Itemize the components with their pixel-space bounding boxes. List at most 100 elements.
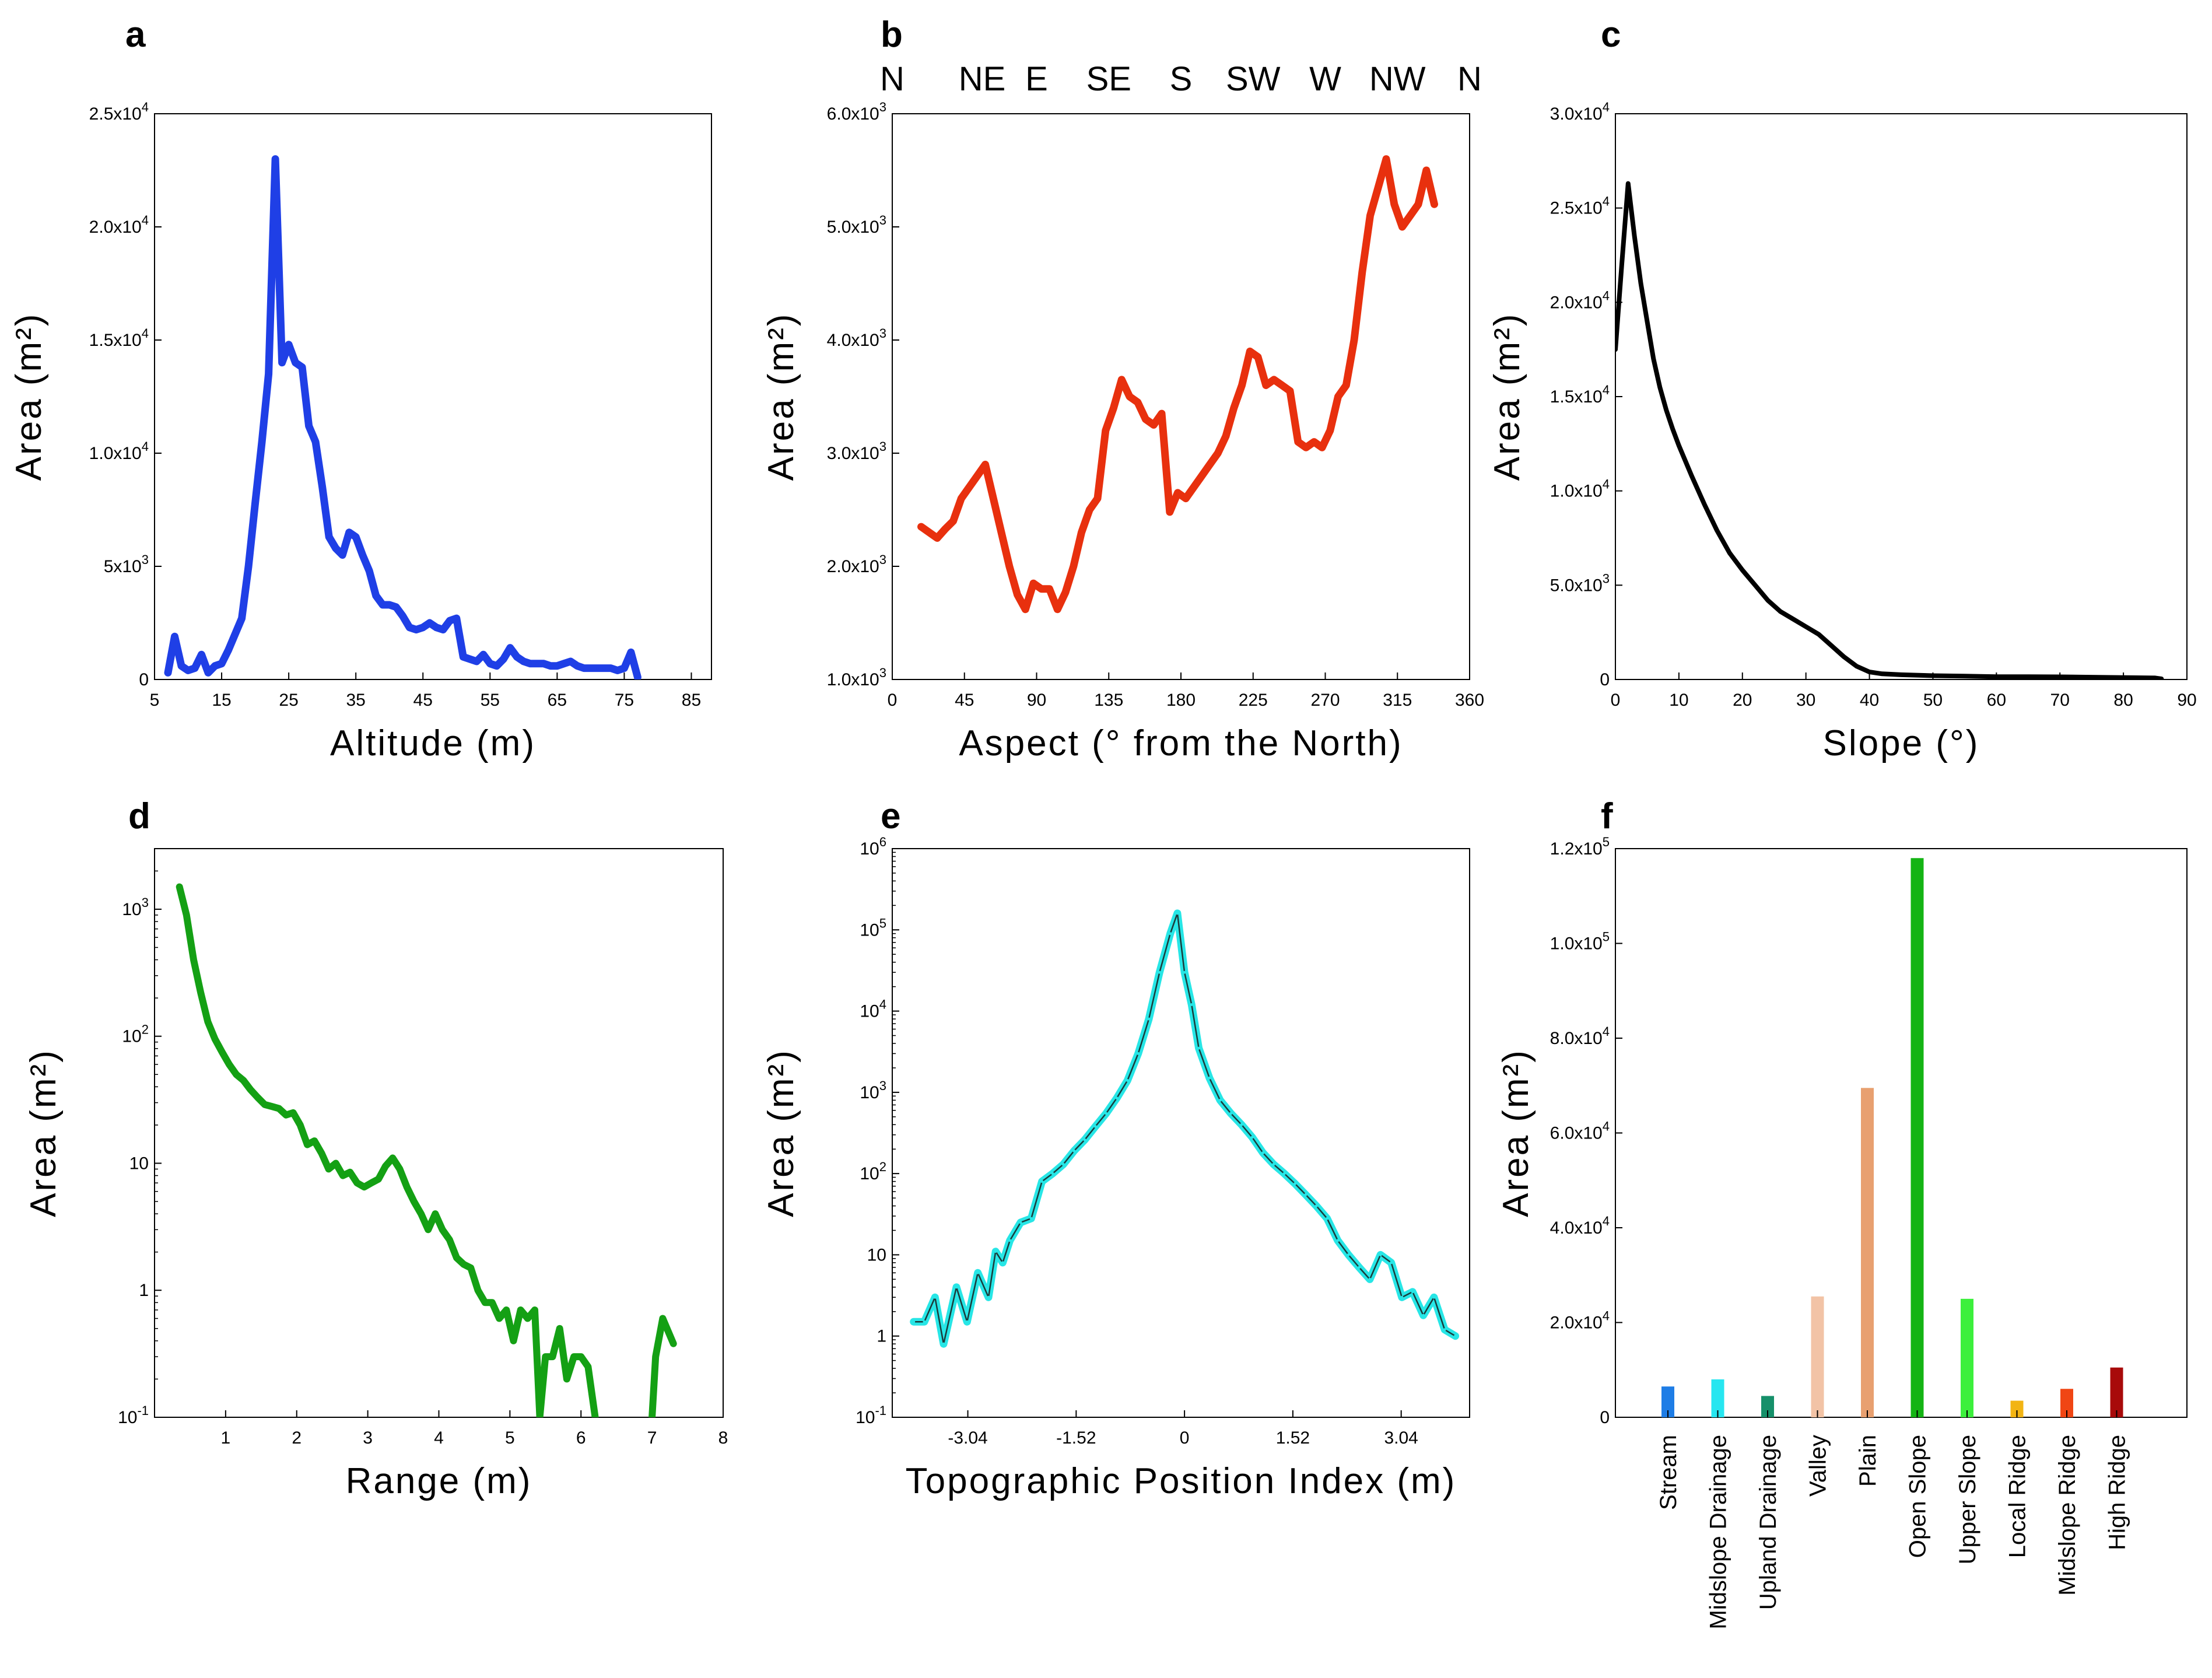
panel-e-point-23 bbox=[1147, 1017, 1151, 1021]
panel-b-xtick-label-5: 225 bbox=[1239, 691, 1268, 710]
panel-c-point-10 bbox=[1677, 444, 1681, 447]
panel-a-point-1 bbox=[173, 635, 176, 638]
panel-a-point-42 bbox=[448, 619, 451, 622]
panel-a: a 0 5x103 1.0x104 1.5x104 2.0x104 2.5x104 5 15 25… bbox=[9, 0, 712, 763]
panel-b-xtick-label-2: 90 bbox=[1027, 691, 1046, 710]
panel-f-plot-frame bbox=[1615, 848, 2188, 1418]
panel-e-point-37 bbox=[1282, 1172, 1286, 1175]
panel-c-ytick-label-6: 3.0x104 bbox=[1550, 100, 1610, 124]
panel-d-point-21 bbox=[327, 1167, 331, 1171]
panel-a-point-27 bbox=[348, 531, 351, 534]
panel-c-point-30 bbox=[1994, 675, 1998, 678]
panel-c-point-24 bbox=[1855, 664, 1859, 668]
panel-b-point-20 bbox=[1080, 531, 1083, 534]
panel-c-point-8 bbox=[1664, 408, 1668, 412]
panel-b-point-25 bbox=[1120, 378, 1123, 381]
panel-a-point-65 bbox=[602, 667, 606, 670]
panel-e-plot-frame bbox=[892, 848, 1470, 1418]
panel-d-series-line bbox=[176, 883, 599, 1417]
panel-b-point-35 bbox=[1200, 474, 1204, 478]
panel-d-point-18 bbox=[306, 1143, 309, 1147]
panel-d-ytick-label-4: 103 bbox=[122, 895, 149, 919]
panel-a-point-45 bbox=[468, 657, 472, 661]
panel-a-xtick-label-3: 35 bbox=[346, 691, 365, 710]
panel-f-ytick-label-5: 1.0x105 bbox=[1550, 930, 1610, 954]
panel-a-point-29 bbox=[361, 554, 364, 557]
panel-a-xtick-label-6: 65 bbox=[548, 691, 567, 710]
panel-a-point-11 bbox=[240, 616, 244, 620]
panel-d-xtick-label-4: 5 bbox=[505, 1428, 515, 1448]
panel-d-point-49 bbox=[526, 1317, 530, 1320]
panel-d-point-11 bbox=[256, 1096, 260, 1099]
panel-c-point-18 bbox=[1779, 610, 1782, 614]
panel-f-category-label-1: Midslope Drainage bbox=[1706, 1435, 1731, 1630]
panel-c-point-33 bbox=[2090, 675, 2094, 679]
panel-d-plot-frame bbox=[154, 848, 724, 1418]
panel-a-point-40 bbox=[434, 626, 438, 629]
panel-a-point-62 bbox=[582, 667, 586, 670]
panel-c-plot-frame bbox=[1615, 113, 2188, 680]
panel-b-compass-label-3: SE bbox=[1086, 60, 1131, 98]
panel-b-point-27 bbox=[1136, 401, 1140, 404]
panel-e-point-45 bbox=[1368, 1277, 1372, 1281]
panel-f-ytick-label-0: 0 bbox=[1600, 1408, 1610, 1427]
panel-b-xtick-label-3: 135 bbox=[1094, 691, 1123, 710]
panel-b-point-58 bbox=[1384, 157, 1388, 161]
panel-c-point-26 bbox=[1880, 672, 1884, 675]
panel-a-point-18 bbox=[287, 343, 290, 346]
panel-b-point-46 bbox=[1288, 389, 1292, 393]
panel-b-compass-label-0: N bbox=[880, 60, 905, 98]
panel-b-point-32 bbox=[1176, 491, 1179, 495]
panel-f-ytick-label-3: 6.0x104 bbox=[1550, 1119, 1610, 1143]
panel-e-point-38 bbox=[1293, 1182, 1297, 1185]
panel-a-point-12 bbox=[247, 565, 250, 568]
panel-c-xtick-label-2: 20 bbox=[1733, 691, 1752, 710]
panel-e-point-7 bbox=[987, 1295, 990, 1299]
panel-e-point-16 bbox=[1072, 1149, 1076, 1152]
panel-e-point-4 bbox=[955, 1285, 958, 1289]
panel-d-point-24 bbox=[348, 1171, 352, 1174]
panel-f-category-label-2: Upland Drainage bbox=[1755, 1435, 1781, 1610]
panel-a-point-75 bbox=[670, 0, 673, 2]
panel-b-point-28 bbox=[1144, 418, 1147, 421]
panel-e-y-axis-title: Area (m²) bbox=[761, 1049, 801, 1217]
panel-d-point-20 bbox=[320, 1151, 323, 1155]
panel-a-xtick-label-0: 5 bbox=[150, 691, 160, 710]
panel-f-bar-8 bbox=[2060, 1389, 2073, 1417]
panel-a-point-53 bbox=[522, 660, 525, 663]
panel-b-point-60 bbox=[1401, 225, 1404, 229]
panel-e-ytick-label-1: 1 bbox=[877, 1327, 886, 1346]
panel-d-ytick-label-2: 10 bbox=[129, 1154, 149, 1173]
panel-b-ytick-label-5: 6.0x103 bbox=[827, 100, 886, 124]
panel-a-ytick-label-4: 2.0x104 bbox=[89, 213, 149, 237]
panel-e-point-42 bbox=[1336, 1239, 1340, 1242]
panel-e-point-0 bbox=[912, 1320, 916, 1323]
panel-a-point-36 bbox=[408, 626, 411, 629]
panel-c-ytick-label-1: 5.0x103 bbox=[1550, 571, 1610, 595]
panel-c-xtick-label-4: 40 bbox=[1860, 691, 1879, 710]
panel-d-point-7 bbox=[227, 1063, 231, 1066]
panel-b-point-44 bbox=[1272, 378, 1275, 381]
panel-f-ytick-label-2: 4.0x104 bbox=[1550, 1214, 1610, 1238]
panel-c-xtick-label-8: 80 bbox=[2113, 691, 2133, 710]
panel-c-point-21 bbox=[1817, 632, 1820, 636]
panel-a-point-31 bbox=[374, 594, 378, 597]
panel-d-point-32 bbox=[405, 1185, 409, 1189]
panel-f-panel-letter: f bbox=[1601, 796, 1613, 836]
panel-a-point-8 bbox=[220, 662, 223, 665]
panel-b-point-7 bbox=[976, 474, 979, 478]
panel-a-point-68 bbox=[622, 667, 626, 670]
panel-e-point-19 bbox=[1105, 1112, 1108, 1115]
panel-a-point-39 bbox=[428, 621, 432, 625]
panel-a-plot-frame bbox=[154, 113, 712, 680]
panel-f-category-label-6: Upper Slope bbox=[1955, 1435, 1980, 1564]
panel-a-point-60 bbox=[569, 660, 572, 663]
panel-a-point-80 bbox=[703, 0, 706, 2]
panel-e-point-43 bbox=[1347, 1253, 1350, 1256]
panel-d-point-13 bbox=[270, 1105, 274, 1108]
panel-b-point-47 bbox=[1296, 440, 1300, 444]
panel-d-point-38 bbox=[448, 1238, 451, 1242]
panel-a-point-70 bbox=[636, 675, 639, 679]
panel-e-point-52 bbox=[1443, 1328, 1446, 1332]
panel-b-point-17 bbox=[1056, 608, 1059, 611]
